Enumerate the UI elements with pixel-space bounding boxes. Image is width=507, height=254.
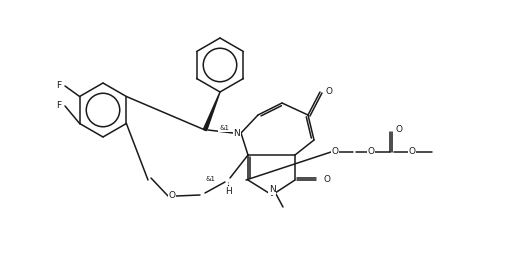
- Text: H: H: [226, 187, 232, 197]
- Text: F: F: [56, 82, 61, 90]
- Text: &1: &1: [219, 125, 229, 131]
- Text: F: F: [56, 102, 61, 110]
- Polygon shape: [203, 92, 220, 131]
- Text: O: O: [409, 148, 416, 156]
- Text: O: O: [396, 125, 403, 135]
- Text: O: O: [368, 148, 375, 156]
- Text: O: O: [168, 192, 175, 200]
- Text: N: N: [234, 129, 240, 137]
- Text: &1: &1: [205, 176, 215, 182]
- Text: O: O: [325, 87, 332, 97]
- Text: N: N: [269, 185, 275, 195]
- Text: O: O: [332, 148, 339, 156]
- Text: O: O: [323, 176, 330, 184]
